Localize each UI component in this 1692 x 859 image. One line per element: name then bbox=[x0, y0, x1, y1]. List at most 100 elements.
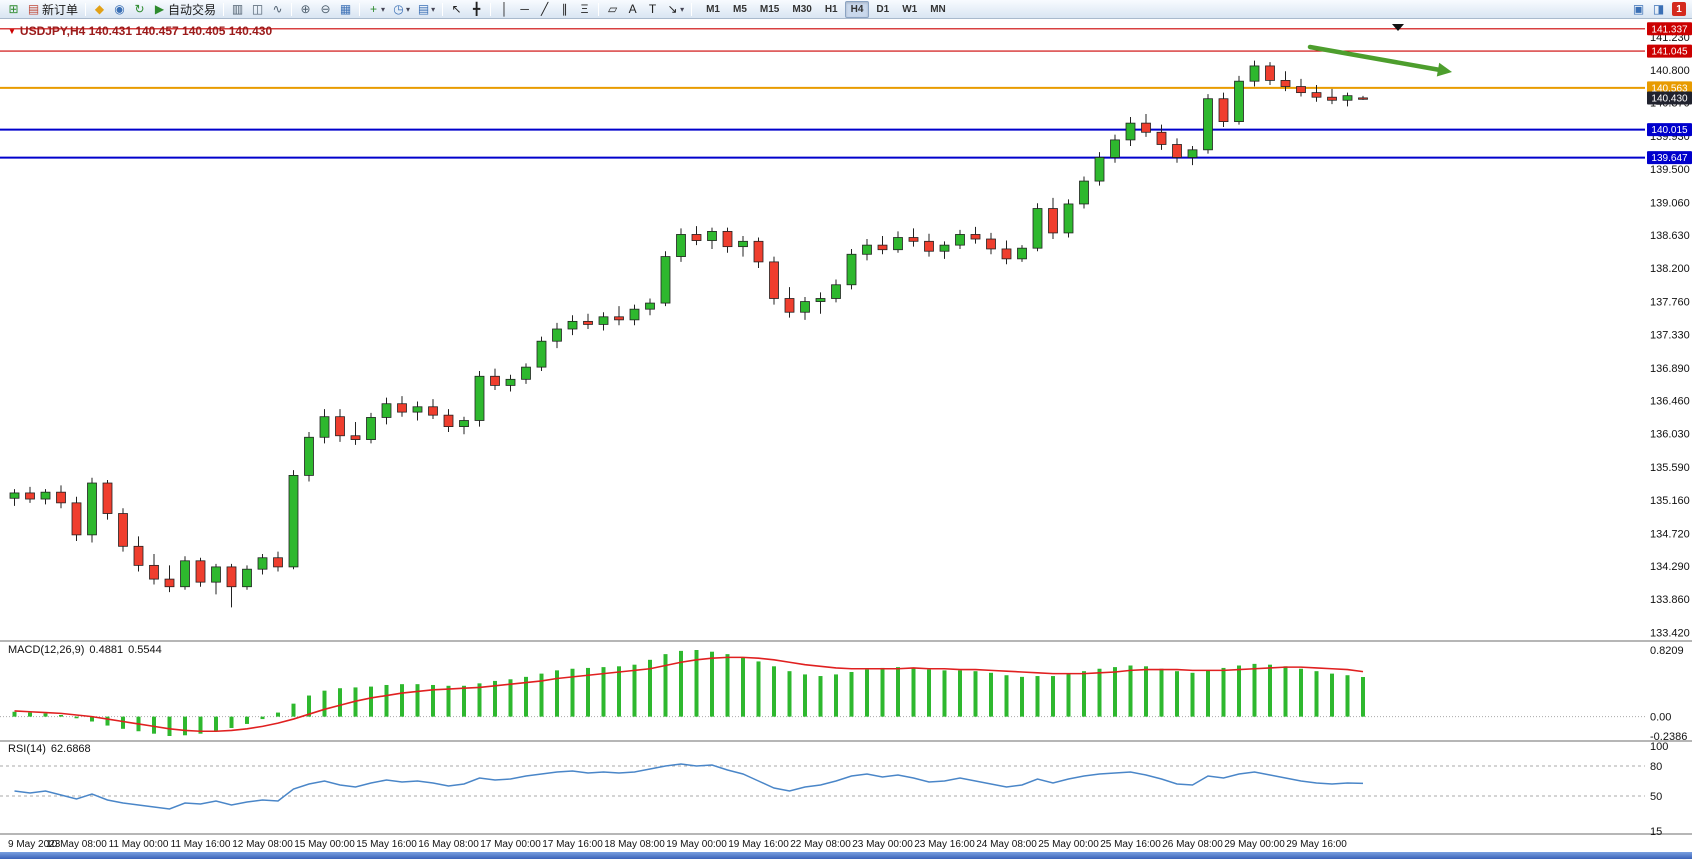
macd-histogram-bar bbox=[911, 667, 916, 717]
bull-candle bbox=[831, 284, 841, 299]
macd-histogram-bar bbox=[586, 667, 590, 717]
macd-histogram-bar bbox=[462, 685, 466, 717]
bear-candle bbox=[443, 414, 454, 428]
macd-histogram-bar bbox=[1314, 671, 1319, 717]
toolbar: ⊞ ▤ 新订单 ◆ ◉ ↻ ▶ 自动交易 ▥ ◫ ∿ ⊕ ⊖ ▦ + ▾ ◷ ▾ ▤ ▾ ↖ ╋ │ ─ ╱ ∥ Ξ ▱ A T ↘ ▾ M1 M… bbox=[0, 0, 1692, 19]
refresh-button[interactable]: ↻ bbox=[130, 1, 149, 18]
metaeditor-button[interactable]: ◆ bbox=[90, 1, 109, 18]
trend-arrow-annotation[interactable] bbox=[1307, 44, 1452, 77]
arrows-button[interactable]: ↘ ▾ bbox=[663, 1, 687, 18]
macd-histogram-bar bbox=[803, 674, 807, 717]
timeframe-d1[interactable]: D1 bbox=[876, 3, 890, 15]
chart-window[interactable]: 141.230140.800140.370139.930139.500139.0… bbox=[0, 19, 1692, 852]
charts-toggle-button[interactable]: ▣ bbox=[1629, 1, 1648, 18]
bear-candle bbox=[335, 416, 345, 437]
cursor-button[interactable]: ↖ bbox=[447, 1, 466, 18]
time-axis-label: 19 May 00:00 bbox=[666, 839, 727, 850]
timeframe-h1[interactable]: H1 bbox=[824, 3, 838, 15]
macd-histogram-bar bbox=[725, 654, 730, 717]
zoom-out-button[interactable]: ⊖ bbox=[316, 1, 335, 18]
new-chart-button[interactable]: ⊞ bbox=[4, 1, 23, 18]
fibonacci-button[interactable]: Ξ bbox=[575, 1, 594, 18]
timeframe-m5[interactable]: M5 bbox=[733, 3, 747, 15]
navigator-button[interactable]: ◉ bbox=[110, 1, 129, 18]
macd-histogram-bar bbox=[369, 686, 373, 717]
bear-candle bbox=[1156, 131, 1167, 145]
zoom-in-button[interactable]: ⊕ bbox=[296, 1, 315, 18]
timeframe-h4[interactable]: H4 bbox=[844, 0, 870, 18]
shapes-button[interactable]: ▱ bbox=[603, 1, 622, 18]
bull-candle bbox=[660, 256, 671, 304]
chart-shift-marker[interactable] bbox=[1392, 24, 1404, 31]
macd-histogram-bar bbox=[663, 654, 668, 717]
zoom-out-icon: ⊖ bbox=[320, 1, 331, 16]
vertical-line-icon: │ bbox=[500, 1, 509, 16]
crosshair-button[interactable]: ╋ bbox=[467, 1, 486, 18]
autotrading-button[interactable]: ▶ 自动交易 bbox=[150, 1, 219, 18]
line-chart-button[interactable]: ∿ bbox=[268, 1, 287, 18]
timeframe-w1[interactable]: W1 bbox=[902, 3, 918, 15]
indicators-button[interactable]: + ▾ bbox=[364, 1, 388, 18]
bull-candle bbox=[9, 492, 20, 499]
candlestick-chart-button[interactable]: ◫ bbox=[248, 1, 267, 18]
macd-histogram-bar bbox=[338, 688, 342, 717]
arrows-dropdown-icon: ▾ bbox=[680, 4, 685, 14]
macd-histogram-bar bbox=[307, 695, 311, 717]
bull-candle bbox=[1032, 208, 1043, 249]
bull-candle bbox=[598, 316, 609, 325]
macd-histogram-bar bbox=[1268, 664, 1272, 717]
chart-title: ▼ USDJPY,H4 140.431 140.457 140.405 140.… bbox=[8, 24, 272, 38]
macd-histogram-bar bbox=[1128, 665, 1133, 717]
chart-canvas[interactable]: 141.230140.800140.370139.930139.500139.0… bbox=[0, 19, 1692, 852]
one-click-trading-arrow-icon[interactable]: ▼ bbox=[8, 26, 16, 36]
rsi-axis-label: 15 bbox=[1650, 826, 1662, 838]
macd-axis-label: -0.2386 bbox=[1650, 731, 1687, 743]
resistance-line-1-tag bbox=[1647, 22, 1692, 36]
bear-candle bbox=[877, 244, 888, 251]
bull-candle bbox=[567, 320, 578, 330]
notification-badge[interactable]: 1 bbox=[1672, 2, 1686, 16]
periods-button[interactable]: ◷ ▾ bbox=[389, 1, 413, 18]
toolbar-separator bbox=[691, 2, 693, 16]
timeframe-m15[interactable]: M15 bbox=[759, 3, 780, 15]
channel-button[interactable]: ∥ bbox=[555, 1, 574, 18]
bull-candle bbox=[893, 237, 903, 251]
price-axis-label: 133.420 bbox=[1650, 627, 1690, 639]
macd-histogram-bar bbox=[632, 664, 637, 717]
tile-windows-button[interactable]: ▦ bbox=[336, 1, 355, 18]
timeframe-toolbar: M1 M5 M15 M30 H1 H4 D1 W1 MN bbox=[700, 0, 952, 18]
text-button[interactable]: A bbox=[623, 1, 642, 18]
toolbar-separator bbox=[223, 2, 225, 16]
price-axis-label: 139.060 bbox=[1650, 197, 1690, 209]
bull-candle bbox=[552, 328, 562, 342]
timeframe-mn[interactable]: MN bbox=[930, 3, 946, 15]
bear-candle bbox=[722, 230, 733, 248]
bear-candle bbox=[25, 492, 35, 500]
trendline-button[interactable]: ╱ bbox=[535, 1, 554, 18]
channel-icon: ∥ bbox=[561, 1, 568, 16]
bull-candle bbox=[521, 366, 531, 380]
macd-label: MACD(12,26,9) 0.4881 0.5544 bbox=[8, 644, 167, 656]
timeframe-m30[interactable]: M30 bbox=[792, 3, 812, 15]
price-axis-label: 133.860 bbox=[1650, 594, 1690, 606]
macd-histogram-bar bbox=[539, 673, 544, 717]
macd-histogram-bar bbox=[415, 684, 420, 717]
bear-candle bbox=[1296, 86, 1306, 94]
text-label-button[interactable]: T bbox=[643, 1, 662, 18]
bull-candle bbox=[1249, 65, 1260, 82]
window-icon: ◨ bbox=[1652, 1, 1665, 16]
vertical-line-button[interactable]: │ bbox=[495, 1, 514, 18]
bar-chart-button[interactable]: ▥ bbox=[228, 1, 247, 18]
horizontal-line-button[interactable]: ─ bbox=[515, 1, 534, 18]
price-axis-label: 139.500 bbox=[1650, 164, 1690, 176]
price-axis-label: 136.030 bbox=[1650, 428, 1690, 440]
templates-button[interactable]: ▤ ▾ bbox=[414, 1, 438, 18]
macd-histogram-bar bbox=[834, 674, 838, 717]
time-axis-label: 25 May 16:00 bbox=[1100, 839, 1161, 850]
macd-histogram-bar bbox=[1190, 672, 1195, 717]
macd-histogram-bar bbox=[493, 680, 497, 717]
bull-candle bbox=[412, 406, 423, 413]
timeframe-m1[interactable]: M1 bbox=[706, 3, 720, 15]
new-order-button[interactable]: ▤ 新订单 bbox=[24, 1, 81, 18]
window-list-button[interactable]: ◨ bbox=[1649, 1, 1668, 18]
